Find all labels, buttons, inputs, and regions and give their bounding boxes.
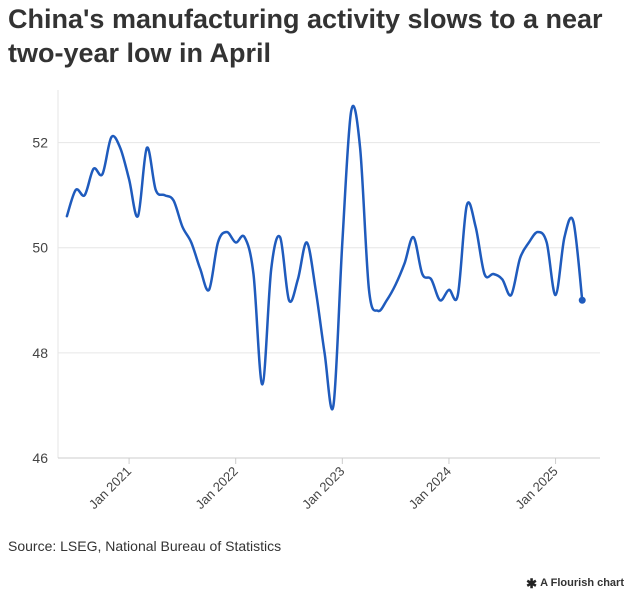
y-tick-label: 50 (32, 240, 48, 256)
data-point[interactable] (385, 298, 389, 302)
data-point[interactable] (260, 382, 264, 386)
y-tick-labels: 46 48 50 52 (32, 135, 48, 466)
data-point[interactable] (554, 293, 558, 297)
data-point[interactable] (269, 267, 273, 271)
data-point[interactable] (92, 167, 96, 171)
data-point[interactable] (251, 272, 255, 276)
data-point[interactable] (465, 204, 469, 208)
data-point[interactable] (500, 277, 504, 281)
x-tick-label: Jan 2024 (406, 464, 454, 512)
data-point[interactable] (527, 240, 531, 244)
y-tick-label: 48 (32, 345, 48, 361)
data-point[interactable] (278, 235, 282, 239)
flourish-credit[interactable]: ✱ A Flourish chart (526, 575, 624, 591)
data-point[interactable] (216, 240, 220, 244)
data-point[interactable] (518, 256, 522, 260)
x-tick-label: Jan 2025 (512, 464, 560, 512)
data-point[interactable] (243, 235, 247, 239)
data-point[interactable] (74, 188, 78, 192)
data-point[interactable] (323, 351, 327, 355)
endpoint-marker[interactable] (578, 296, 586, 304)
data-point[interactable] (411, 235, 415, 239)
x-tick-labels: Jan 2021 Jan 2022 Jan 2023 Jan 2024 Jan 2025 (86, 464, 561, 512)
x-tick-label: Jan 2022 (192, 464, 240, 512)
data-point[interactable] (180, 225, 184, 229)
data-point[interactable] (207, 288, 211, 292)
data-point[interactable] (447, 288, 451, 292)
data-point[interactable] (136, 214, 140, 218)
data-point[interactable] (287, 298, 291, 302)
chart-title: China's manufacturing activity slows to … (8, 4, 603, 68)
data-point[interactable] (100, 172, 104, 176)
data-point[interactable] (456, 293, 460, 297)
data-point[interactable] (562, 235, 566, 239)
data-point[interactable] (172, 198, 176, 202)
data-point[interactable] (509, 293, 513, 297)
series-line (65, 104, 584, 411)
data-point[interactable] (305, 240, 309, 244)
y-tick-label: 46 (32, 450, 48, 466)
data-point[interactable] (296, 277, 300, 281)
y-tick-label: 52 (32, 135, 48, 151)
data-point[interactable] (127, 177, 131, 181)
data-point[interactable] (314, 288, 318, 292)
data-point[interactable] (145, 146, 149, 150)
data-point[interactable] (367, 288, 371, 292)
x-tick-marks (128, 458, 557, 464)
x-tick-label: Jan 2023 (299, 464, 347, 512)
data-point[interactable] (349, 109, 353, 113)
data-point[interactable] (482, 272, 486, 276)
data-point[interactable] (394, 283, 398, 287)
data-point[interactable] (358, 146, 362, 150)
data-point[interactable] (189, 240, 193, 244)
data-point[interactable] (536, 230, 540, 234)
data-series (65, 104, 586, 411)
flourish-logo-icon: ✱ (526, 575, 538, 591)
data-point[interactable] (474, 225, 478, 229)
data-point[interactable] (109, 135, 113, 139)
data-point[interactable] (545, 240, 549, 244)
data-point[interactable] (376, 309, 380, 313)
data-point[interactable] (118, 146, 122, 150)
data-point[interactable] (225, 230, 229, 234)
credit-label: A Flourish chart (540, 577, 624, 589)
data-point[interactable] (340, 240, 344, 244)
data-point[interactable] (420, 272, 424, 276)
data-point[interactable] (429, 277, 433, 281)
data-point[interactable] (198, 267, 202, 271)
data-point[interactable] (83, 193, 87, 197)
data-point[interactable] (571, 219, 575, 223)
data-point[interactable] (331, 403, 335, 407)
data-point[interactable] (438, 298, 442, 302)
source-note: Source: LSEG, National Bureau of Statist… (8, 538, 282, 554)
data-point[interactable] (403, 261, 407, 265)
x-tick-label: Jan 2021 (86, 464, 134, 512)
data-point[interactable] (491, 272, 495, 276)
data-point[interactable] (163, 193, 167, 197)
data-point[interactable] (234, 240, 238, 244)
data-point[interactable] (65, 214, 69, 218)
data-point[interactable] (154, 188, 158, 192)
